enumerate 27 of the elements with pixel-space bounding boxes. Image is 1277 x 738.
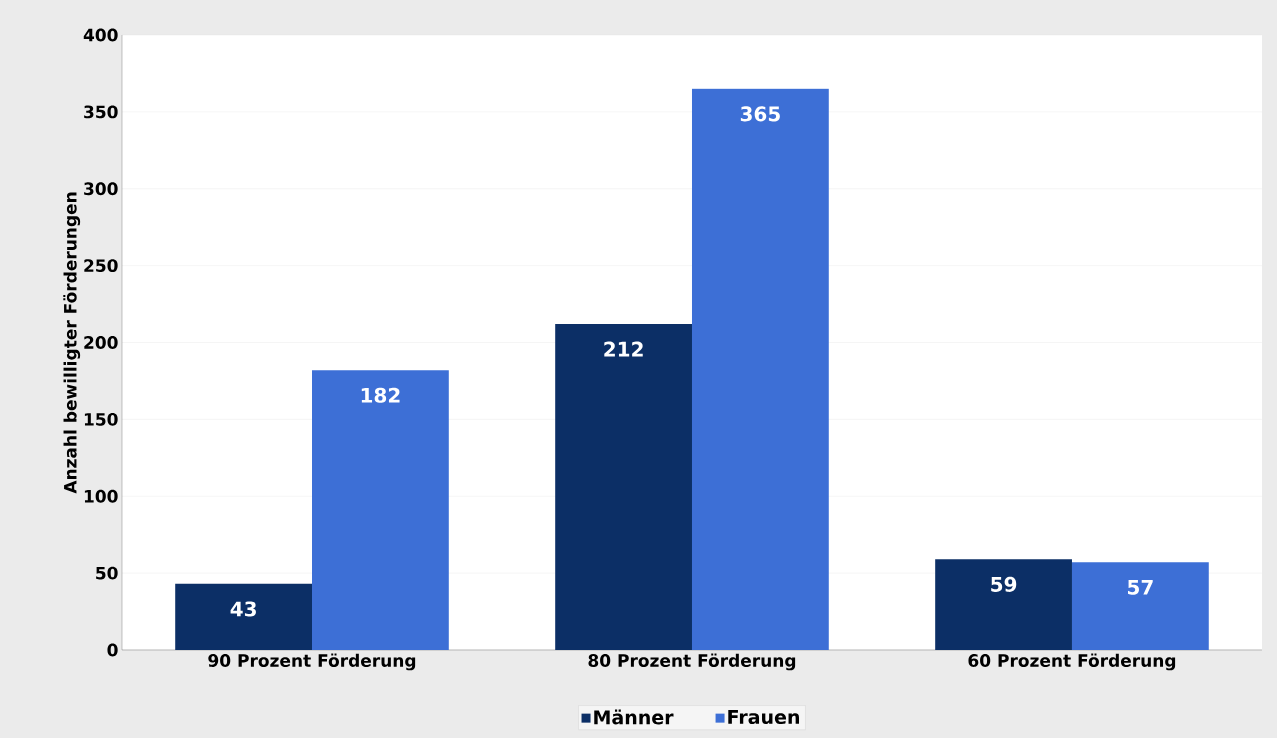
y-tick-label: 350 [84,105,118,119]
data-label: 365 [740,106,780,122]
bar [1071,562,1209,650]
y-tick-label: 100 [84,489,118,503]
y-axis-title: Anzahl bewilligter Förderungen [63,192,81,494]
data-label: 43 [230,601,256,617]
x-tick-label: 90 Prozent Förderung [208,653,416,671]
bar [935,559,1072,650]
x-tick-label: 80 Prozent Förderung [588,653,796,671]
y-tick-label: 0 [107,643,118,657]
x-tick-label: 60 Prozent Förderung [968,653,1176,671]
bar [312,370,449,650]
y-tick-label: 250 [84,259,118,273]
y-tick-label: 400 [83,28,118,42]
data-label: 212 [604,341,643,357]
y-tick-label: 300 [84,182,118,196]
data-label: 182 [361,387,400,403]
y-tick-label: 200 [84,336,118,349]
y-tick-label: 150 [84,412,118,426]
data-label: 57 [1128,579,1153,595]
bar [175,583,312,650]
legend-label: Männer [594,709,674,725]
data-label: 59 [991,576,1017,592]
legend-label: Frauen [728,709,799,725]
bar [691,88,829,650]
y-tick-label: 50 [96,566,118,580]
bar [555,324,692,650]
